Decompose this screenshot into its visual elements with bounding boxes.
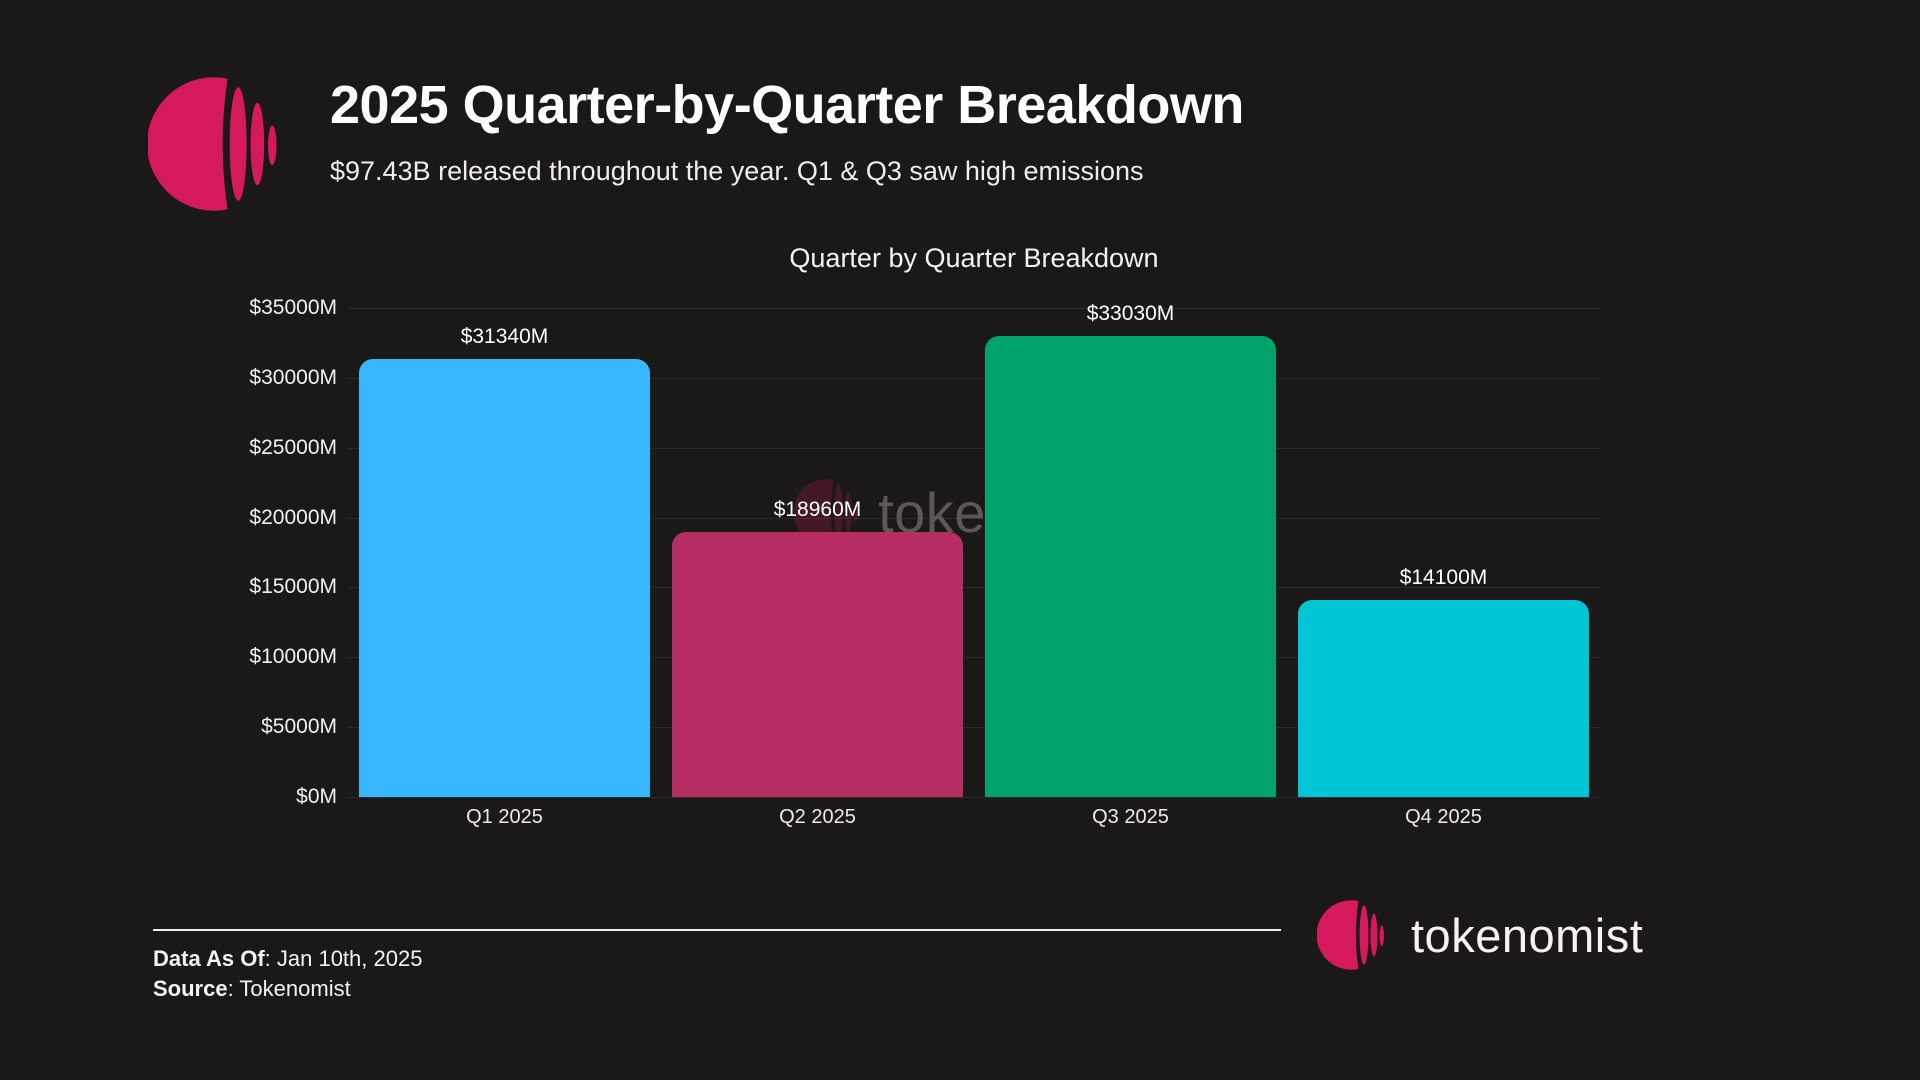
gridline xyxy=(348,447,1600,449)
source-label: Source xyxy=(153,976,228,1001)
y-axis-tick-label: $15000M xyxy=(249,575,337,599)
tokenomist-footer-logo-icon xyxy=(1317,900,1384,970)
tokenomist-logo-icon xyxy=(148,77,277,211)
tokenomist-wordmark: tokenomist xyxy=(1411,908,1644,962)
chart-title: Quarter by Quarter Breakdown xyxy=(789,243,1159,273)
gridline xyxy=(348,797,1600,798)
x-axis-category-label: Q1 2025 xyxy=(466,806,543,828)
gridline xyxy=(348,727,1600,729)
y-axis-tick-label: $10000M xyxy=(249,645,337,669)
source-text: Source: Tokenomist xyxy=(153,976,351,1002)
bar-q3-2025 xyxy=(985,335,1276,797)
y-axis-tick-label: $35000M xyxy=(249,296,337,319)
y-axis-tick-label: $0M xyxy=(296,785,337,808)
gridline xyxy=(348,657,1600,659)
brand-footer: tokenomist xyxy=(1317,898,1643,972)
plot-area: tokenomist $0M$5000M$10000M$15000M$20000… xyxy=(249,296,1600,828)
data-as-of-text: Data As Of: Jan 10th, 2025 xyxy=(153,946,422,972)
gridline xyxy=(348,308,1600,309)
page-title: 2025 Quarter-by-Quarter Breakdown xyxy=(330,75,1244,135)
bar-q1-2025 xyxy=(359,359,650,797)
bar-q4-2025 xyxy=(1298,600,1589,797)
x-axis-category-label: Q3 2025 xyxy=(1092,806,1169,828)
y-axis-tick-label: $20000M xyxy=(249,505,337,529)
data-as-of-label: Data As Of xyxy=(153,946,265,971)
y-axis-tick-label: $30000M xyxy=(249,365,337,389)
bar-value-label: $14100M xyxy=(1399,566,1488,590)
footer-divider xyxy=(153,929,1281,931)
data-as-of-value: : Jan 10th, 2025 xyxy=(264,946,423,971)
bar-value-label: $18960M xyxy=(773,498,862,522)
source-value: : Tokenomist xyxy=(227,976,351,1001)
bar-value-label: $31340M xyxy=(460,325,549,349)
y-axis-tick-label: $5000M xyxy=(261,715,337,739)
x-axis-category-label: Q4 2025 xyxy=(1405,806,1482,828)
y-axis-tick-label: $25000M xyxy=(249,435,337,459)
bar-q2-2025 xyxy=(672,532,963,797)
gridline xyxy=(348,377,1600,379)
gridline xyxy=(348,517,1600,519)
x-axis-category-label: Q2 2025 xyxy=(779,806,856,828)
bar-value-label: $33030M xyxy=(1086,301,1175,325)
page-subtitle: $97.43B released throughout the year. Q1… xyxy=(330,156,1144,186)
gridline xyxy=(348,587,1600,589)
